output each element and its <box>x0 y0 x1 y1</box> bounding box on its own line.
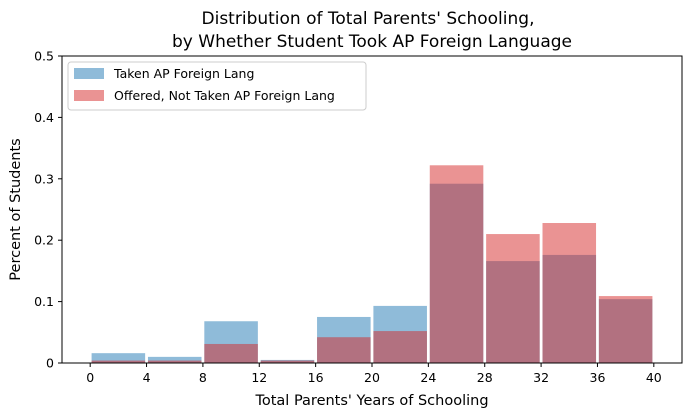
bar-series1-bin5 <box>373 331 427 363</box>
x-axis-label: Total Parents' Years of Schooling <box>254 393 488 409</box>
bar-series1-bin3 <box>260 360 315 363</box>
plot-frame <box>61 55 683 364</box>
bar-series1-bin8 <box>542 223 597 363</box>
x-tick-label-2: 8 <box>199 370 207 385</box>
bar-series1-bin0 <box>91 360 146 363</box>
legend-swatch-taken <box>74 68 104 79</box>
x-tick-label-0: 0 <box>86 370 94 385</box>
bar-series1-bin2 <box>204 343 258 363</box>
x-tick-label-7: 28 <box>477 370 493 385</box>
legend-box <box>67 61 367 111</box>
y-tick-label-2: 0.2 <box>34 233 54 248</box>
bar-series1-bin4 <box>317 337 371 363</box>
chart-title-line1: Distribution of Total Parents' Schooling… <box>202 9 535 29</box>
bars-group <box>91 165 653 363</box>
bar-series0-bin0 <box>91 353 146 363</box>
x-tick-label-1: 4 <box>143 370 151 385</box>
x-tick-label-10: 40 <box>646 370 662 385</box>
y-axis-label: Percent of Students <box>8 138 24 280</box>
bar-series1-bin6 <box>429 165 484 363</box>
y-tick-label-0: 0 <box>46 356 54 371</box>
bar-series1-bin7 <box>486 234 540 363</box>
legend-label-taken: Taken AP Foreign Lang <box>113 66 254 81</box>
x-tick-label-8: 32 <box>533 370 549 385</box>
x-tick-label-6: 24 <box>420 370 436 385</box>
y-tick-label-1: 0.1 <box>34 294 54 309</box>
y-tick-label-5: 0.5 <box>34 49 54 64</box>
bar-series0-bin1 <box>147 356 202 363</box>
y-tick-label-3: 0.3 <box>34 171 54 186</box>
x-tick-label-5: 20 <box>364 370 380 385</box>
legend: Taken AP Foreign Lang Offered, Not Taken… <box>67 61 367 111</box>
bar-series1-bin9 <box>598 296 653 363</box>
bar-series1-bin1 <box>147 360 202 363</box>
x-tick-label-4: 16 <box>308 370 324 385</box>
x-tick-label-9: 36 <box>590 370 606 385</box>
x-tick-label-3: 12 <box>251 370 267 385</box>
y-tick-label-4: 0.4 <box>34 110 54 125</box>
chart-title-line2: by Whether Student Took AP Foreign Langu… <box>172 32 572 52</box>
legend-label-not-taken: Offered, Not Taken AP Foreign Lang <box>114 88 335 103</box>
ticks-group: 0 4 8 12 16 20 24 28 32 36 40 0 0.1 0.2 0.3 0.4 0.5 <box>34 49 662 386</box>
legend-swatch-not-taken <box>74 90 104 101</box>
